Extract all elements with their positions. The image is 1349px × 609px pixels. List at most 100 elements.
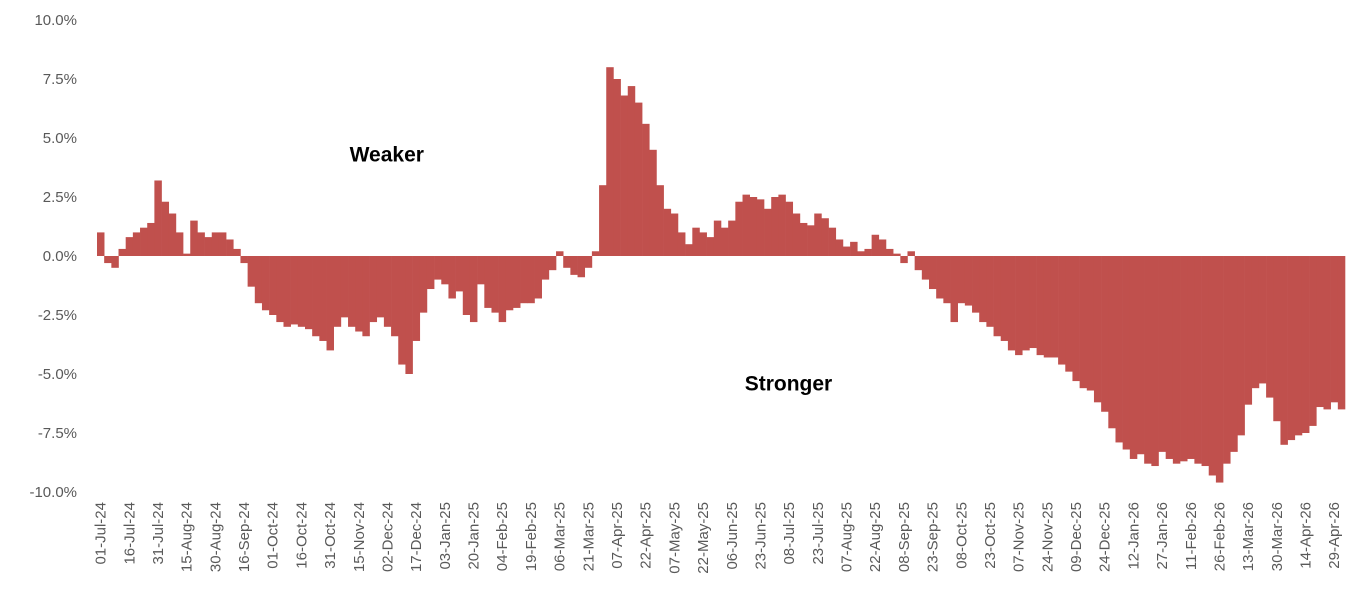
bar — [1301, 256, 1310, 433]
bar — [1043, 256, 1052, 358]
bar — [204, 237, 213, 256]
bar — [1022, 256, 1030, 351]
bar — [764, 208, 772, 256]
bar — [986, 256, 994, 327]
bar — [1086, 256, 1095, 391]
bar — [842, 246, 851, 256]
bar — [1029, 256, 1037, 349]
bar — [1187, 256, 1195, 459]
x-tick-label: 31-Jul-24 — [150, 502, 167, 565]
y-tick-label: 7.5% — [43, 71, 77, 88]
bar — [362, 256, 370, 337]
bar — [1007, 256, 1016, 351]
bar — [993, 256, 1002, 337]
x-tick-label: 19-Feb-25 — [523, 502, 540, 571]
bar — [319, 256, 327, 341]
x-tick-label: 08-Jul-25 — [781, 502, 798, 565]
bar — [943, 256, 951, 304]
bar — [1079, 256, 1088, 389]
bar — [556, 251, 564, 256]
x-tick-label: 12-Jan-26 — [1125, 502, 1142, 570]
bar — [326, 256, 334, 351]
x-tick-label: 09-Dec-25 — [1068, 502, 1085, 572]
bar — [1093, 256, 1102, 403]
x-tick-label: 11-Feb-26 — [1183, 502, 1200, 570]
bar — [1122, 256, 1131, 450]
x-tick-label: 01-Oct-24 — [265, 502, 282, 569]
x-tick-label: 07-Nov-25 — [1011, 502, 1028, 572]
bar — [563, 256, 571, 268]
bar — [1294, 256, 1303, 436]
y-tick-label: -2.5% — [38, 307, 77, 324]
x-tick-label: 02-Dec-24 — [379, 502, 396, 572]
x-tick-label: 23-Jun-25 — [752, 502, 769, 570]
bar — [305, 256, 313, 330]
x-tick-label: 30-Aug-24 — [207, 502, 224, 572]
bar — [656, 185, 664, 256]
bar — [1137, 256, 1145, 455]
bar — [1244, 256, 1253, 405]
bar — [498, 256, 507, 323]
bar — [1330, 256, 1339, 403]
x-tick-label: 15-Aug-24 — [179, 502, 196, 572]
bar — [276, 256, 284, 323]
bar — [721, 227, 729, 256]
bar — [369, 256, 378, 323]
bar — [376, 256, 385, 318]
bar — [591, 251, 600, 256]
bar — [297, 256, 306, 327]
bar — [577, 256, 586, 278]
x-tick-label: 03-Jan-25 — [437, 502, 454, 570]
bar — [1309, 256, 1317, 426]
bar — [513, 256, 521, 308]
x-tick-label: 26-Feb-26 — [1211, 502, 1228, 571]
bar — [929, 256, 937, 290]
bar — [1000, 256, 1009, 341]
bar — [168, 213, 177, 256]
bar — [290, 256, 299, 325]
bar — [154, 180, 162, 256]
bar — [950, 256, 958, 323]
bar — [132, 232, 141, 256]
bar — [663, 208, 672, 256]
bar — [97, 232, 105, 256]
bar — [864, 248, 872, 256]
bar — [735, 201, 743, 256]
bar — [541, 256, 550, 280]
bar — [677, 232, 686, 256]
x-tick-label: 14-Apr-26 — [1298, 502, 1315, 569]
bar — [1065, 256, 1073, 372]
x-tick-label: 30-Mar-26 — [1269, 502, 1286, 571]
x-tick-label: 16-Sep-24 — [236, 502, 253, 572]
x-tick-label: 13-Mar-26 — [1240, 502, 1257, 571]
x-tick-label: 23-Sep-25 — [925, 502, 942, 572]
bar — [1280, 256, 1288, 445]
bar — [835, 239, 844, 256]
bar — [972, 256, 980, 313]
x-tick-label: 27-Jan-26 — [1154, 502, 1171, 570]
bar — [799, 222, 808, 256]
bar — [448, 256, 456, 299]
bar — [175, 232, 184, 256]
x-tick-label: 07-Apr-25 — [609, 502, 626, 569]
y-tick-label: 0.0% — [43, 248, 77, 265]
y-tick-label: -5.0% — [38, 366, 77, 383]
bar — [1337, 256, 1346, 410]
bar — [340, 256, 349, 318]
x-tick-label: 06-Mar-25 — [552, 502, 569, 571]
bar — [355, 256, 363, 332]
bar — [218, 232, 227, 256]
bar — [125, 237, 134, 256]
bar — [247, 256, 256, 287]
bar — [814, 213, 822, 256]
bar — [756, 199, 765, 256]
bar — [455, 256, 464, 292]
bar — [405, 256, 413, 374]
bar — [104, 256, 112, 264]
bar — [1194, 256, 1202, 464]
y-tick-label: -7.5% — [38, 425, 77, 442]
bar — [936, 256, 944, 299]
bar — [792, 213, 801, 256]
x-tick-label: 01-Jul-24 — [93, 502, 110, 565]
